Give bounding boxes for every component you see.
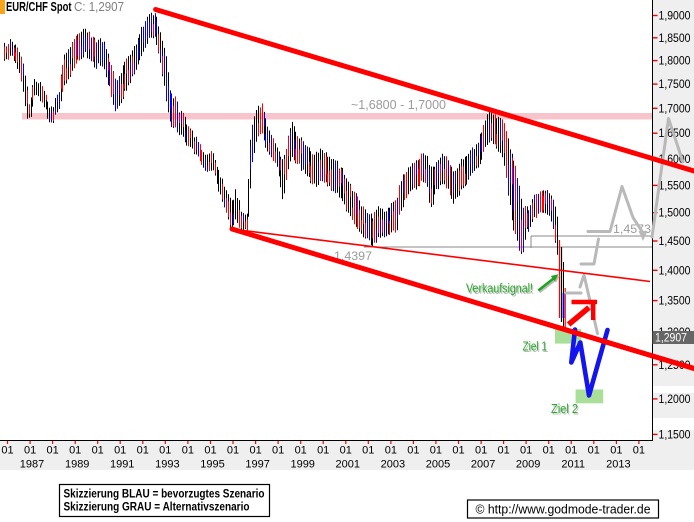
svg-text:01: 01 [204, 445, 216, 457]
svg-text:C: 1,2907: C: 1,2907 [74, 0, 124, 14]
svg-text:2011: 2011 [561, 459, 585, 471]
svg-text:01: 01 [588, 445, 600, 457]
svg-text:1993: 1993 [155, 459, 179, 471]
svg-text:1,8000: 1,8000 [659, 56, 691, 68]
svg-text:1989: 1989 [65, 459, 89, 471]
svg-text:2003: 2003 [381, 459, 405, 471]
svg-text:2009: 2009 [516, 459, 540, 471]
svg-text:01: 01 [475, 445, 487, 457]
svg-text:01: 01 [249, 445, 261, 457]
svg-text:01: 01 [114, 445, 126, 457]
svg-text:01: 01 [159, 445, 171, 457]
svg-text:1995: 1995 [200, 459, 224, 471]
svg-text:1,7000: 1,7000 [659, 103, 691, 115]
svg-text:01: 01 [46, 445, 58, 457]
svg-text:Ziel 1: Ziel 1 [523, 340, 548, 354]
svg-text:01: 01 [610, 445, 622, 457]
svg-text:1,2000: 1,2000 [659, 394, 691, 406]
svg-text:1,4397: 1,4397 [334, 249, 372, 263]
svg-text:01: 01 [340, 445, 352, 457]
svg-text:2007: 2007 [471, 459, 495, 471]
svg-text:01: 01 [362, 445, 374, 457]
svg-text:1,5500: 1,5500 [659, 180, 691, 192]
svg-text:EUR/CHF Spot: EUR/CHF Spot [6, 0, 72, 14]
svg-text:1987: 1987 [20, 459, 44, 471]
svg-text:Skizzierung BLAU = bevorzugtes: Skizzierung BLAU = bevorzugtes Szenario [64, 489, 265, 501]
svg-text:1,4000: 1,4000 [659, 265, 691, 277]
svg-text:1,8500: 1,8500 [659, 33, 691, 45]
svg-text:01: 01 [137, 445, 149, 457]
svg-text:01: 01 [497, 445, 509, 457]
svg-text:01: 01 [69, 445, 81, 457]
svg-text:01: 01 [430, 445, 442, 457]
svg-text:Verkaufsignal!: Verkaufsignal! [466, 282, 533, 296]
svg-text:© http://www.godmode-trader.de: © http://www.godmode-trader.de [476, 502, 651, 517]
svg-text:1,5000: 1,5000 [659, 208, 691, 220]
svg-text:01: 01 [385, 445, 397, 457]
svg-text:Ziel 2: Ziel 2 [551, 402, 578, 416]
svg-text:1999: 1999 [290, 459, 314, 471]
svg-text:1,4500: 1,4500 [659, 236, 691, 248]
svg-text:Verkaufsignal!: Verkaufsignal! [467, 283, 534, 297]
svg-text:~1,6800 - 1,7000: ~1,6800 - 1,7000 [351, 98, 446, 112]
svg-text:2001: 2001 [336, 459, 360, 471]
svg-text:Ziel 2: Ziel 2 [552, 403, 579, 417]
svg-text:1,3500: 1,3500 [659, 296, 691, 308]
svg-text:01: 01 [452, 445, 464, 457]
svg-text:01: 01 [295, 445, 307, 457]
svg-text:2005: 2005 [426, 459, 450, 471]
svg-text:01: 01 [565, 445, 577, 457]
svg-text:1,7500: 1,7500 [659, 79, 691, 91]
svg-text:01: 01 [24, 445, 36, 457]
svg-text:01: 01 [633, 445, 645, 457]
svg-text:Skizzierung GRAU = Alternativs: Skizzierung GRAU = Alternativszenario [64, 502, 250, 514]
svg-text:01: 01 [1, 445, 13, 457]
svg-text:1997: 1997 [245, 459, 269, 471]
svg-text:1,2907: 1,2907 [655, 333, 687, 345]
svg-text:01: 01 [520, 445, 532, 457]
svg-text:01: 01 [543, 445, 555, 457]
svg-text:01: 01 [227, 445, 239, 457]
svg-text:Ziel 1: Ziel 1 [524, 341, 549, 355]
svg-text:1991: 1991 [110, 459, 134, 471]
svg-text:01: 01 [182, 445, 194, 457]
svg-text:01: 01 [317, 445, 329, 457]
svg-text:01: 01 [272, 445, 284, 457]
svg-text:1,9000: 1,9000 [659, 11, 691, 23]
svg-text:2013: 2013 [606, 459, 630, 471]
svg-text:01: 01 [407, 445, 419, 457]
svg-text:01: 01 [92, 445, 104, 457]
svg-text:1,1500: 1,1500 [659, 429, 691, 441]
